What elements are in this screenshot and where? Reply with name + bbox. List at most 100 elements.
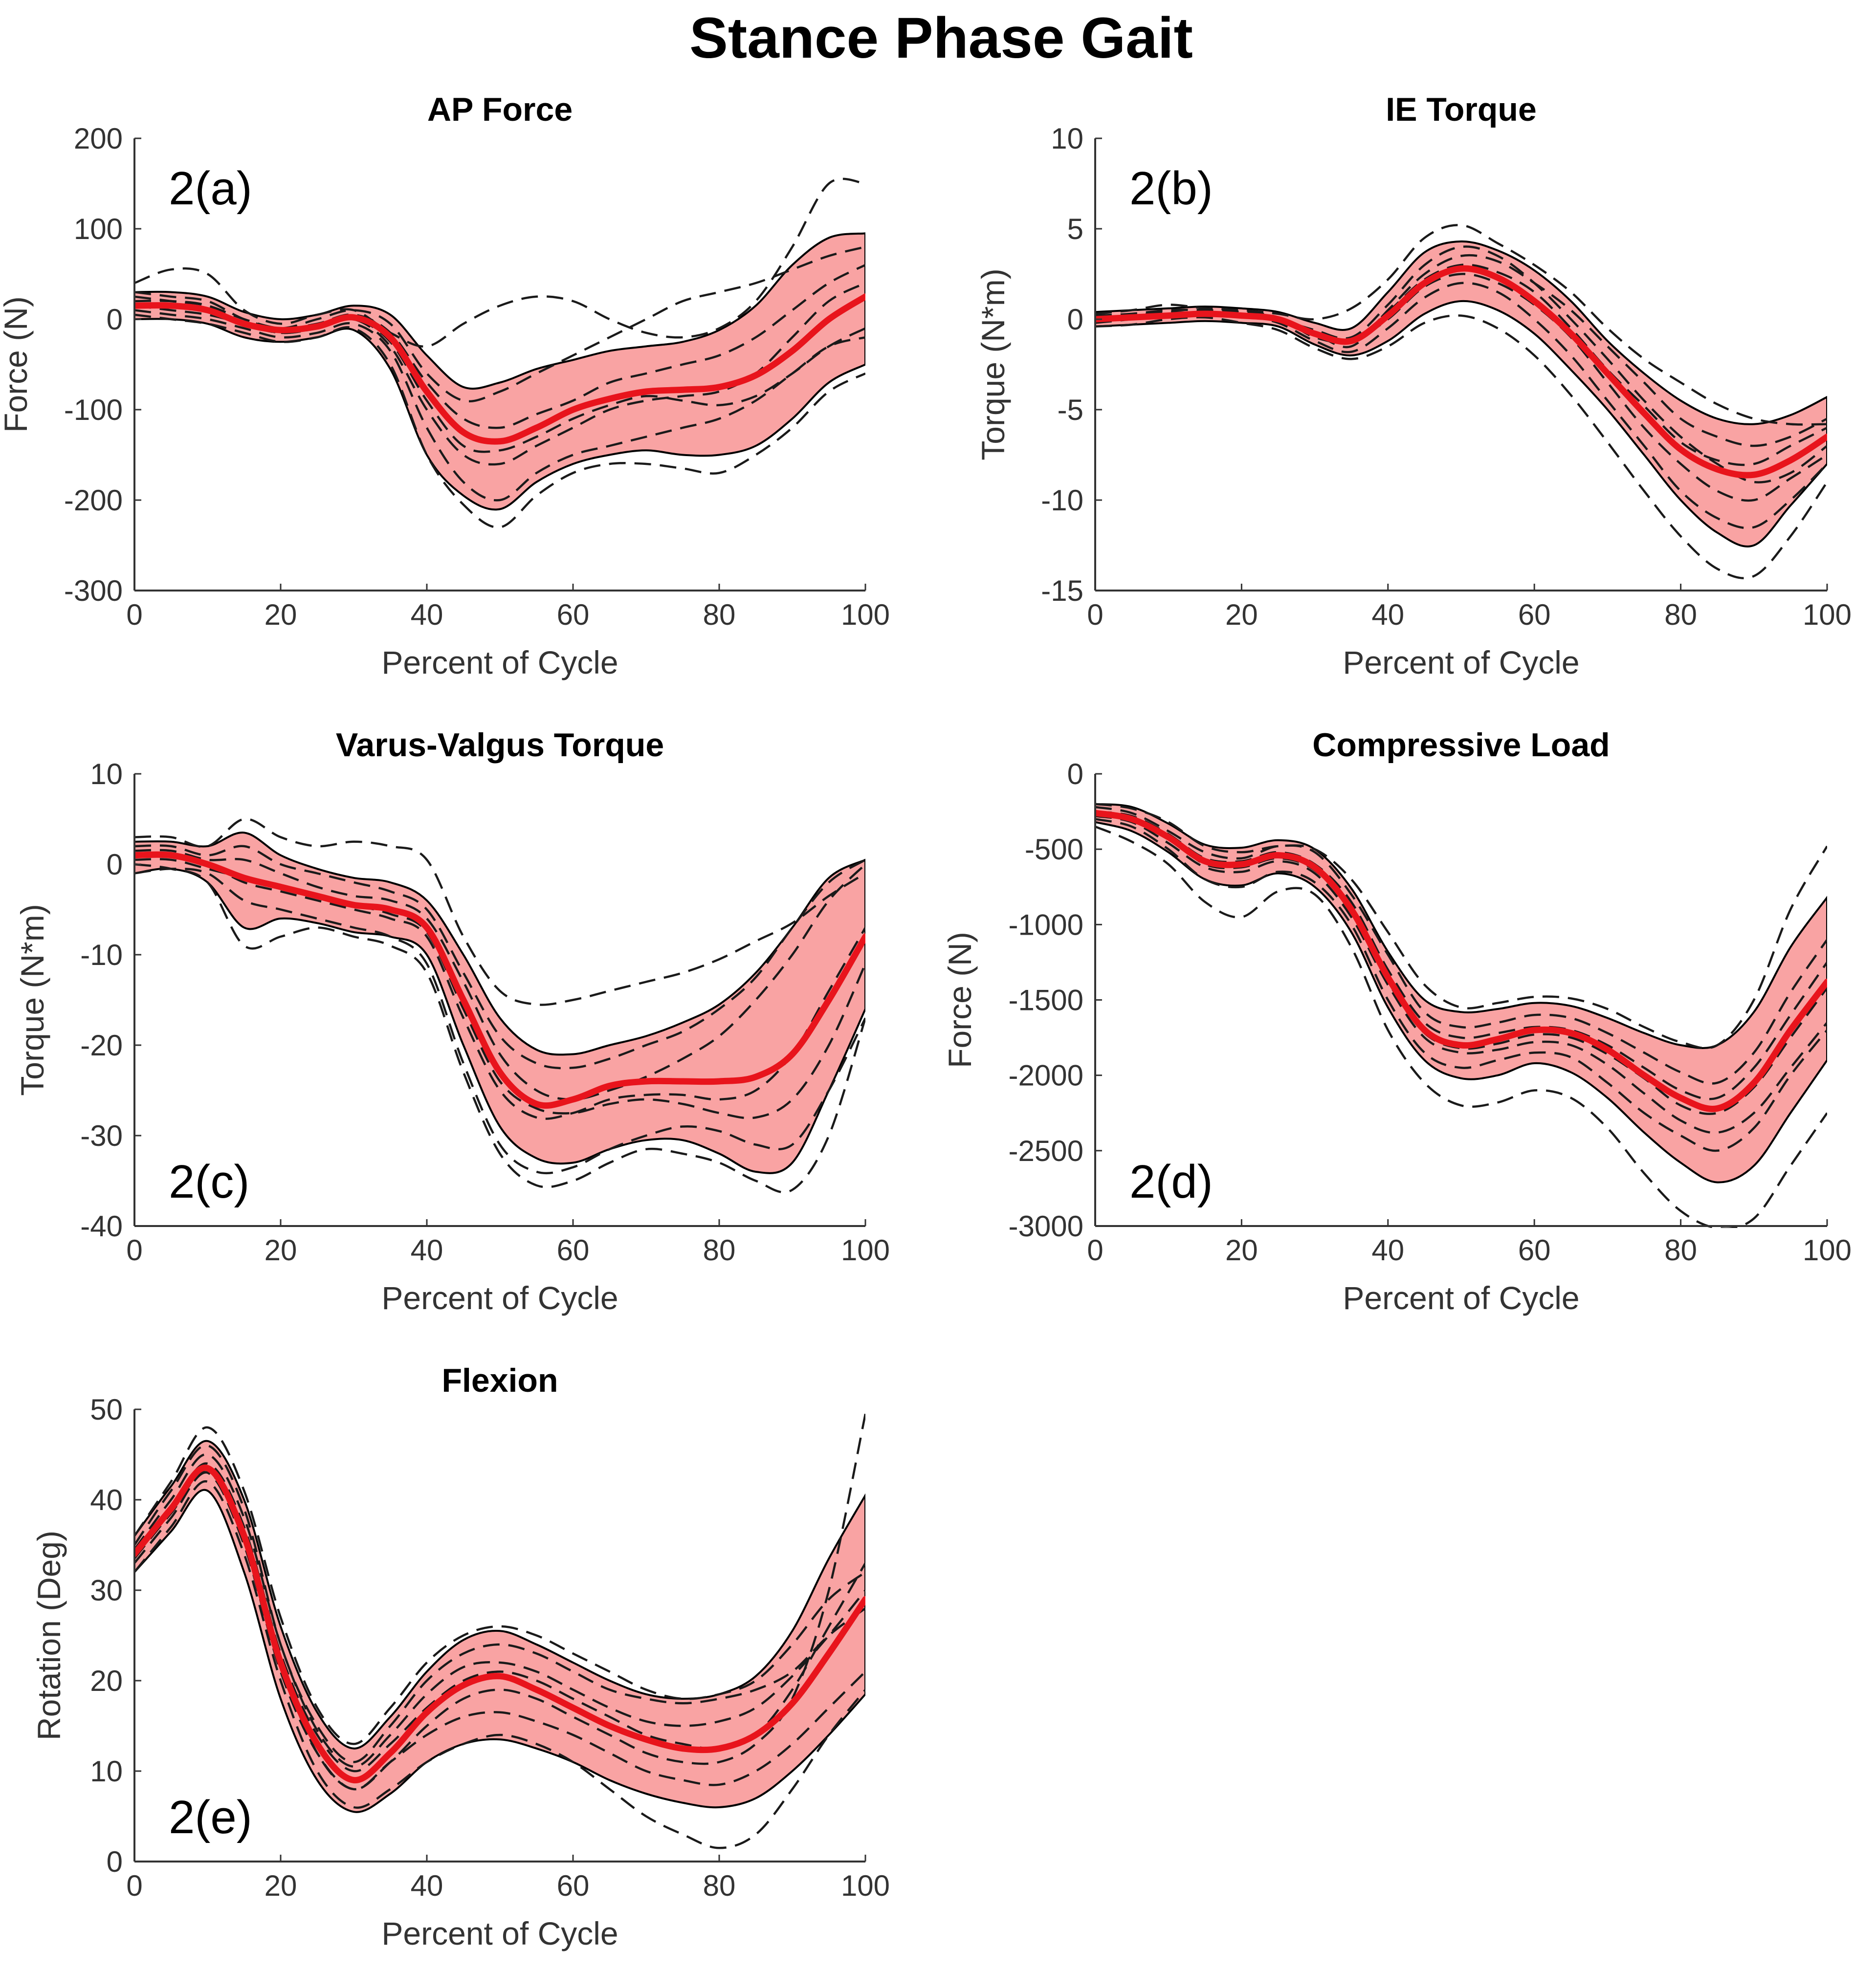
- trial-line-7: [134, 1453, 865, 1768]
- x-tick-label: 20: [265, 598, 297, 631]
- y-tick-label: -200: [64, 484, 123, 517]
- y-tick-label: -1500: [1009, 984, 1083, 1017]
- figure-title: Stance Phase Gait: [689, 6, 1193, 70]
- panel-tag: 2(c): [169, 1156, 249, 1208]
- sd-band: [1095, 803, 1827, 1183]
- x-tick-label: 0: [126, 598, 142, 631]
- y-tick-label: 30: [90, 1574, 123, 1607]
- x-tick-label: 80: [703, 1869, 736, 1902]
- plot-area: [1095, 803, 1827, 1228]
- trial-line-4: [134, 1480, 865, 1849]
- panel-2: IE Torque 0 20 40 60 80 100 -15 -10 -5 0 5 10 Percent…: [975, 91, 1852, 680]
- x-tick-label: 80: [1664, 1234, 1697, 1267]
- x-tick-label: 80: [703, 598, 736, 631]
- y-tick-label: -3000: [1009, 1210, 1083, 1243]
- panel-4: Compressive Load 0 20 40 60 80 100 -3000 -2500 -2…: [942, 726, 1852, 1316]
- trial-line-3: [1095, 818, 1827, 1152]
- y-tick-label: 0: [1067, 303, 1083, 336]
- y-tick-label: -500: [1025, 833, 1083, 866]
- x-axis-label: Percent of Cycle: [381, 1280, 618, 1316]
- y-tick-label: -300: [64, 574, 123, 607]
- y-tick-label: -20: [80, 1029, 123, 1062]
- y-tick-label: 0: [107, 848, 123, 881]
- mean-line: [1095, 810, 1827, 1112]
- mean-line: [1095, 265, 1827, 479]
- y-tick-label: 10: [90, 758, 123, 790]
- trial-line-4: [134, 863, 865, 1194]
- x-tick-label: 0: [126, 1234, 142, 1267]
- x-tick-label: 0: [1087, 1234, 1103, 1267]
- sd-band: [134, 232, 865, 511]
- panel-title: Flexion: [441, 1362, 558, 1399]
- y-tick-label: 10: [1051, 122, 1083, 155]
- y-tick-label: -1000: [1009, 908, 1083, 941]
- y-tick-label: -5: [1058, 394, 1083, 426]
- y-tick-label: -40: [80, 1210, 123, 1243]
- x-tick-label: 100: [841, 1234, 890, 1267]
- y-tick-label: -2000: [1009, 1059, 1083, 1092]
- y-tick-label: 40: [90, 1484, 123, 1516]
- sd-band: [134, 1440, 865, 1813]
- x-tick-label: 40: [1371, 1234, 1404, 1267]
- x-tick-label: 20: [265, 1869, 297, 1902]
- x-tick-label: 0: [1087, 598, 1103, 631]
- y-tick-label: -10: [80, 939, 123, 971]
- panel-title: Varus-Valgus Torque: [336, 726, 664, 764]
- y-tick-label: -15: [1041, 574, 1083, 607]
- trial-line-1: [134, 818, 865, 1006]
- y-tick-label: 0: [107, 303, 123, 336]
- y-axis-label: Torque (N*m): [975, 268, 1011, 460]
- x-axis-label: Percent of Cycle: [381, 1915, 618, 1951]
- trial-line-6: [1095, 273, 1827, 502]
- y-tick-label: 50: [90, 1393, 123, 1426]
- y-tick-label: 100: [74, 213, 123, 245]
- x-tick-label: 100: [1803, 598, 1852, 631]
- x-tick-label: 60: [1518, 598, 1551, 631]
- plot-area: [134, 818, 865, 1194]
- trial-line-4: [1095, 314, 1827, 579]
- x-tick-label: 0: [126, 1869, 142, 1902]
- x-tick-label: 40: [411, 1869, 443, 1902]
- trial-line-4: [1095, 825, 1827, 1228]
- mean-line: [134, 1464, 865, 1784]
- trial-line-1: [134, 177, 865, 348]
- trial-line-5: [1095, 806, 1827, 1085]
- y-tick-label: -2500: [1009, 1135, 1083, 1167]
- y-tick-label: 200: [74, 122, 123, 155]
- panel-tag: 2(d): [1129, 1156, 1213, 1208]
- trial-line-2: [134, 1444, 865, 1763]
- x-tick-label: 40: [1371, 598, 1404, 631]
- x-tick-label: 40: [411, 598, 443, 631]
- y-tick-label: 10: [90, 1755, 123, 1788]
- x-tick-label: 80: [703, 1234, 736, 1267]
- trial-line-5: [134, 313, 865, 528]
- plot-area: [1095, 224, 1827, 579]
- y-tick-label: 5: [1067, 213, 1083, 245]
- x-tick-label: 60: [1518, 1234, 1551, 1267]
- x-axis-label: Percent of Cycle: [381, 644, 618, 680]
- mean-line: [134, 293, 865, 445]
- x-tick-label: 100: [1803, 1234, 1852, 1267]
- x-axis-label: Percent of Cycle: [1343, 1280, 1579, 1316]
- x-axis-label: Percent of Cycle: [1343, 644, 1579, 680]
- y-tick-label: -10: [1041, 484, 1083, 517]
- x-tick-label: 20: [1225, 1234, 1258, 1267]
- panel-title: IE Torque: [1386, 91, 1537, 128]
- panel-1: AP Force 0 20 40 60 80 100 -300 -200 -100 0 100 200 P…: [0, 91, 890, 680]
- y-tick-label: 0: [1067, 758, 1083, 790]
- x-tick-label: 60: [557, 1869, 590, 1902]
- panel-title: AP Force: [427, 91, 573, 128]
- plot-area: [134, 1413, 865, 1849]
- trial-line-1: [1095, 224, 1827, 426]
- y-axis-label: Torque (N*m): [14, 904, 50, 1096]
- y-axis-label: Force (N): [942, 932, 978, 1068]
- y-axis-label: Force (N): [0, 296, 34, 433]
- x-tick-label: 60: [557, 598, 590, 631]
- x-tick-label: 40: [411, 1234, 443, 1267]
- trial-line-2: [134, 844, 865, 1070]
- panel-title: Compressive Load: [1312, 726, 1610, 764]
- trial-line-6: [1095, 815, 1827, 1134]
- trial-line-1: [1095, 803, 1827, 1050]
